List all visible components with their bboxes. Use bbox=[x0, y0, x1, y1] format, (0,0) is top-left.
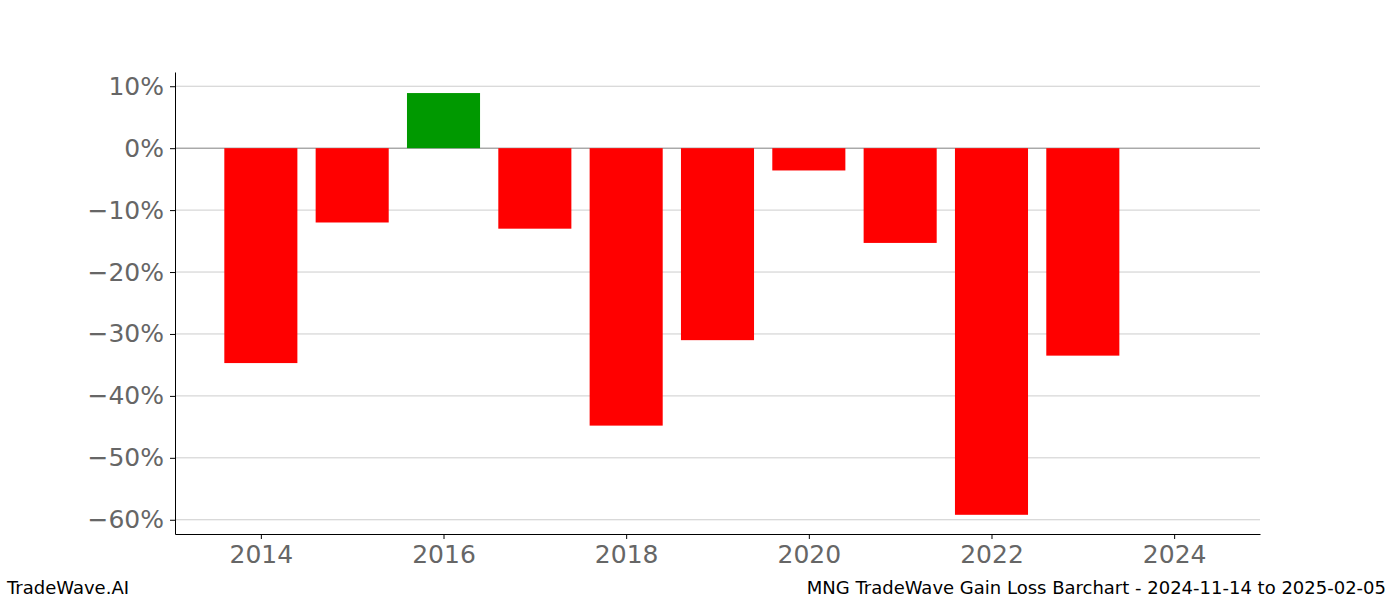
y-tick-mark bbox=[170, 210, 175, 211]
grid-line bbox=[175, 86, 1260, 87]
annotation: MNG TradeWave Gain Loss Barchart - 2024-… bbox=[807, 577, 1386, 598]
bar bbox=[955, 148, 1028, 515]
bar bbox=[407, 93, 480, 148]
x-tick-mark bbox=[991, 534, 992, 539]
bar bbox=[772, 148, 845, 170]
y-axis: −60% −50% −40% −30% −20% −10% 0% 10% bbox=[87, 72, 175, 535]
y-tick-mark bbox=[170, 148, 175, 149]
y-tick: −30% bbox=[87, 319, 175, 348]
x-tick-mark bbox=[1174, 534, 1175, 539]
x-tick: 2018 bbox=[595, 534, 659, 569]
bar bbox=[864, 148, 937, 243]
y-tick-label: −20% bbox=[87, 258, 164, 287]
grid bbox=[175, 86, 1260, 520]
y-tick: −20% bbox=[87, 258, 175, 287]
y-axis-line bbox=[175, 73, 176, 535]
y-tick-mark bbox=[170, 396, 175, 397]
y-tick: −50% bbox=[87, 443, 175, 472]
chart: −60%−50%−40%−30%−20%−10%0%10%20142016201… bbox=[0, 0, 1400, 600]
bar bbox=[316, 148, 389, 222]
x-tick-mark bbox=[626, 534, 627, 539]
y-tick-label: −50% bbox=[87, 443, 164, 472]
x-tick-mark bbox=[444, 534, 445, 539]
y-tick-mark bbox=[170, 272, 175, 273]
x-tick: 2022 bbox=[960, 534, 1024, 569]
x-tick: 2016 bbox=[412, 534, 476, 569]
x-tick-label: 2022 bbox=[960, 540, 1024, 569]
x-tick: 2024 bbox=[1143, 534, 1207, 569]
bars bbox=[224, 93, 1119, 515]
x-tick-label: 2016 bbox=[412, 540, 476, 569]
x-tick-mark bbox=[261, 534, 262, 539]
x-tick-label: 2024 bbox=[1143, 540, 1207, 569]
y-tick-mark bbox=[170, 334, 175, 335]
x-tick: 2014 bbox=[230, 534, 294, 569]
y-tick: −40% bbox=[87, 381, 175, 410]
x-tick-label: 2014 bbox=[230, 540, 294, 569]
y-tick-mark bbox=[170, 520, 175, 521]
x-axis: 2014 2016 2018 2020 2022 2024 bbox=[176, 534, 1261, 569]
grid-line bbox=[175, 395, 1260, 396]
x-tick-label: 2018 bbox=[595, 540, 659, 569]
y-tick: −60% bbox=[87, 505, 175, 534]
x-axis-line bbox=[176, 534, 1261, 535]
y-tick-label: 10% bbox=[108, 72, 164, 101]
y-tick-label: −10% bbox=[87, 196, 164, 225]
bar bbox=[498, 148, 571, 229]
y-tick-label: −30% bbox=[87, 319, 164, 348]
y-tick-label: −40% bbox=[87, 381, 164, 410]
bar bbox=[224, 148, 297, 363]
y-tick-mark bbox=[170, 86, 175, 87]
bar bbox=[681, 148, 754, 340]
annotation: TradeWave.AI bbox=[6, 577, 129, 598]
y-tick: 0% bbox=[124, 134, 175, 163]
bar bbox=[1046, 148, 1119, 355]
y-tick-label: 0% bbox=[124, 134, 164, 163]
grid-line bbox=[175, 519, 1260, 520]
grid-line bbox=[175, 457, 1260, 458]
y-tick: 10% bbox=[108, 72, 175, 101]
y-tick-mark bbox=[170, 458, 175, 459]
y-tick: −10% bbox=[87, 196, 175, 225]
bar bbox=[590, 148, 663, 425]
x-tick: 2020 bbox=[778, 534, 842, 569]
x-tick-mark bbox=[809, 534, 810, 539]
y-tick-label: −60% bbox=[87, 505, 164, 534]
x-tick-label: 2020 bbox=[778, 540, 842, 569]
